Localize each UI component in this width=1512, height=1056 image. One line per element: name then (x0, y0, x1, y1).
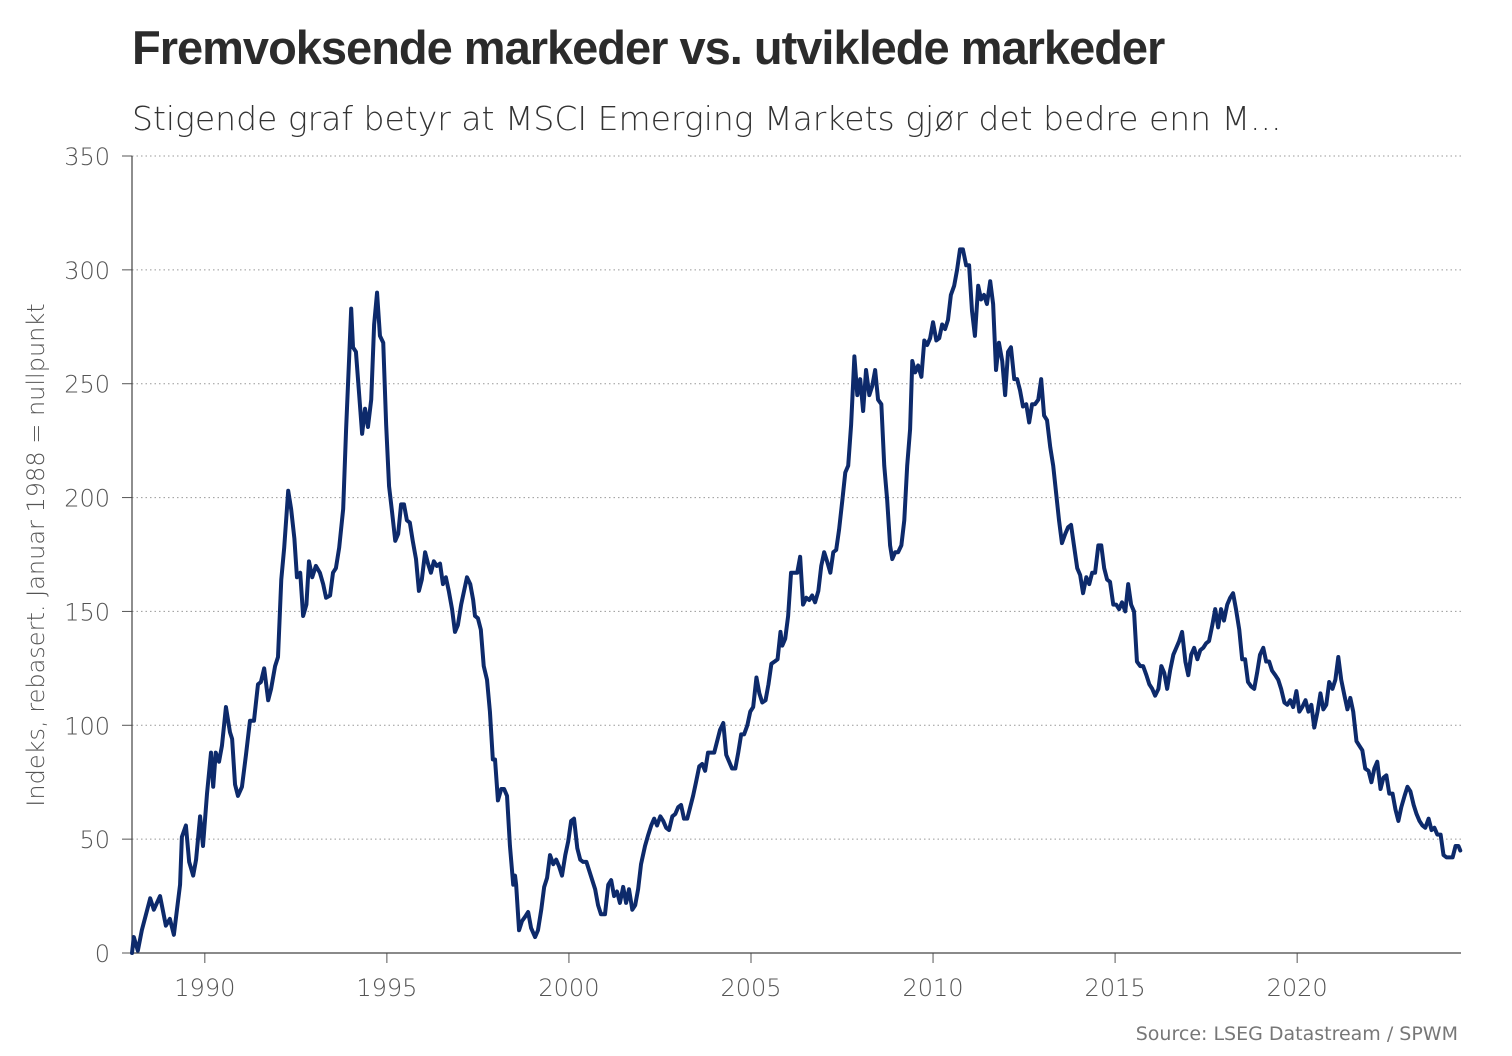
y-tick-label: 350 (64, 143, 110, 171)
y-axis-label: Indeks, rebasert. Januar 1988 = nullpunk… (22, 303, 50, 806)
x-tick-label: 2010 (903, 974, 964, 1002)
x-tick-label: 1995 (356, 974, 417, 1002)
x-tick-label: 2000 (538, 974, 599, 1002)
chart-subtitle: Stigende graf betyr at MSCI Emerging Mar… (132, 99, 1282, 138)
y-tick-label: 300 (64, 257, 110, 285)
x-tick-label: 2005 (720, 974, 781, 1002)
x-tick-label: 2020 (1267, 974, 1328, 1002)
y-tick-label: 50 (79, 826, 110, 854)
data-line (130, 247, 1463, 955)
y-tick-label: 150 (64, 598, 110, 626)
source: Source: LSEG Datastream / SPWM (1136, 1023, 1458, 1045)
y-tick-label: 0 (95, 940, 110, 968)
chart-title: Fremvoksende markeder vs. utviklede mark… (132, 21, 1165, 74)
y-tick-label: 100 (64, 712, 110, 740)
y-tick-label: 200 (64, 485, 110, 513)
x-tick-label: 1990 (174, 974, 235, 1002)
x-tick-label: 2015 (1085, 974, 1146, 1002)
y-tick-label: 250 (64, 371, 110, 399)
